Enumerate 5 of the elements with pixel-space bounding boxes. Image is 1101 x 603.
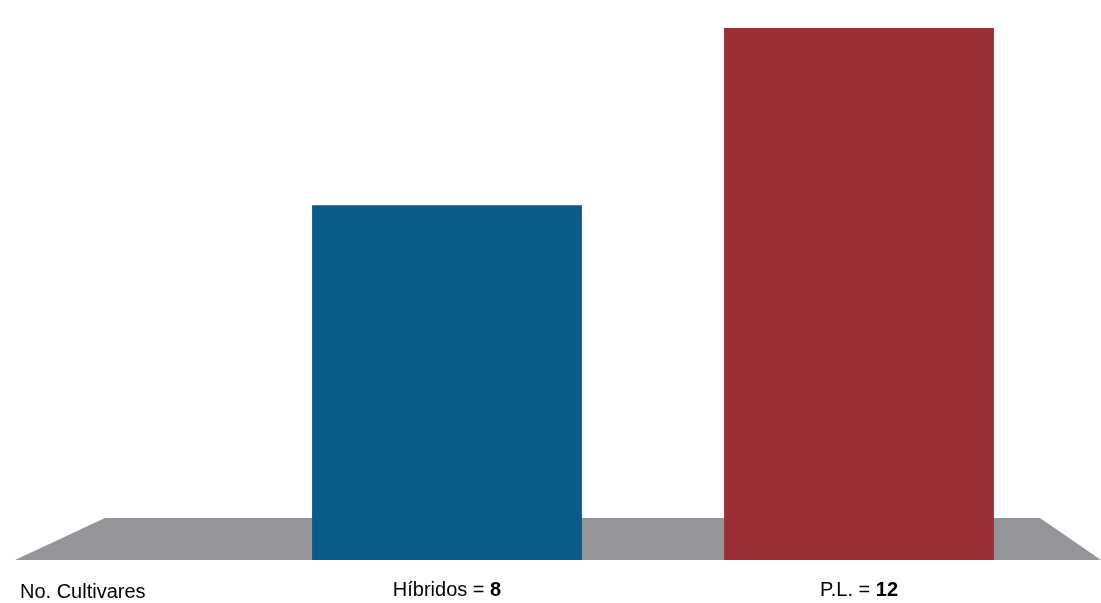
x-tick-label: Híbridos = (392, 577, 491, 600)
data-label: 12 (875, 577, 899, 600)
x-axis-title: No. Cultivares (20, 579, 146, 602)
data-label: 8 (490, 577, 502, 600)
x-tick-label: P.L. = (819, 577, 876, 600)
